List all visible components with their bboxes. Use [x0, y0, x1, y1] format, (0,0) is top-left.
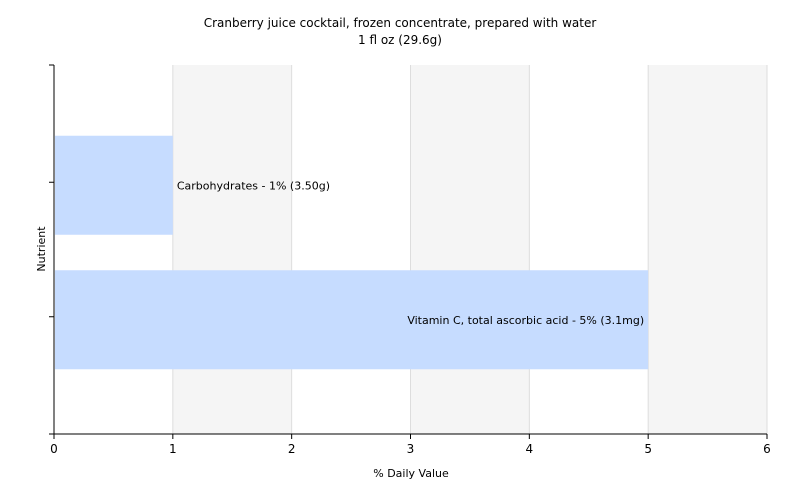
chart-subtitle: 1 fl oz (29.6g)	[358, 33, 442, 47]
x-tick-label: 3	[407, 442, 415, 456]
background-stripe	[648, 65, 767, 434]
bar-label: Vitamin C, total ascorbic acid - 5% (3.1…	[407, 314, 644, 327]
plot-background	[54, 65, 767, 434]
bar-carbohydrates	[55, 135, 173, 235]
background-stripe	[529, 65, 649, 434]
x-tick-label: 5	[644, 442, 652, 456]
chart-title: Cranberry juice cocktail, frozen concent…	[204, 16, 597, 30]
ticks: 0 1 2 3 4 5 6	[49, 64, 771, 456]
x-tick-label: 0	[50, 442, 58, 456]
bar-labels: Carbohydrates - 1% (3.50g) Vitamin C, tot…	[177, 179, 644, 327]
x-tick-label: 4	[526, 442, 534, 456]
x-axis-label: % Daily Value	[373, 467, 449, 480]
x-tick-label: 1	[169, 442, 177, 456]
background-stripe	[172, 65, 292, 434]
y-axis-label: Nutrient	[35, 226, 48, 272]
gridlines	[172, 65, 768, 434]
x-tick-label: 2	[288, 442, 296, 456]
x-tick-label: 6	[763, 442, 771, 456]
background-stripe	[410, 65, 530, 434]
background-stripe	[291, 65, 411, 434]
background-stripe	[54, 65, 173, 434]
bar-label: Carbohydrates - 1% (3.50g)	[177, 179, 330, 192]
bars	[55, 135, 649, 370]
bar-vitamin-c-total-ascorbic-acid	[55, 270, 649, 370]
